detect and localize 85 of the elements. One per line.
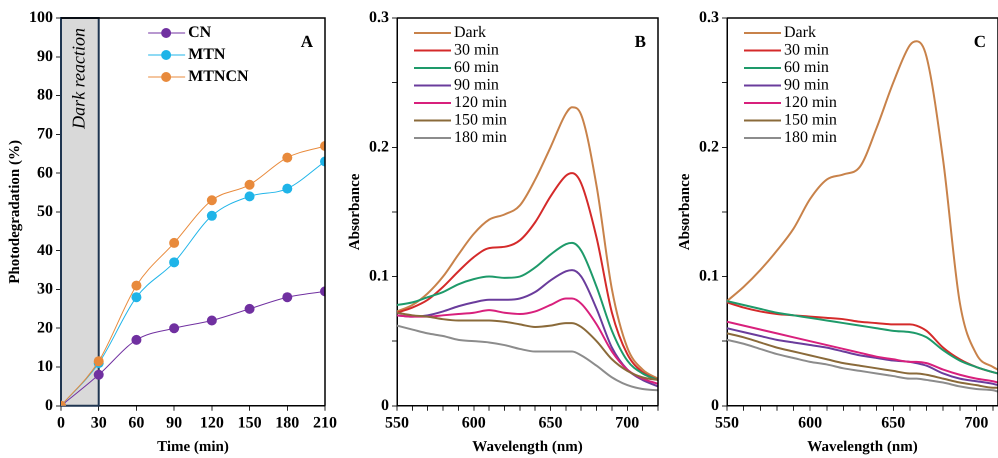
text: C: [974, 32, 986, 51]
point: [282, 152, 292, 163]
legend-label: 90 min: [454, 76, 499, 94]
legend-label: 30 min: [784, 42, 829, 59]
point: [131, 334, 142, 345]
line-series: [397, 312, 658, 381]
legend-label: CN: [188, 24, 212, 42]
line-series: [397, 298, 658, 385]
point: [244, 180, 255, 190]
point: [131, 292, 142, 302]
legend-label: Dark: [454, 24, 486, 42]
legend-label: MTN: [188, 46, 226, 64]
point: [131, 280, 142, 291]
x-tick-label: 700: [615, 414, 640, 432]
x-tick-label: 550: [385, 414, 409, 432]
y-tick-label: 0: [381, 396, 389, 414]
line-series: [727, 338, 998, 393]
legend-label: 120 min: [784, 94, 837, 112]
point: [244, 191, 255, 202]
y-tick-label: 40: [37, 242, 53, 259]
line-series: [397, 324, 658, 392]
x-axis-title: Wavelength (nm): [472, 438, 583, 455]
x-axis-title: Time (min): [157, 438, 229, 455]
line-series: [397, 106, 658, 380]
x-tick-label: 210: [313, 414, 337, 432]
y-tick-label: 20: [37, 319, 53, 336]
x-tick-label: 30: [90, 414, 107, 432]
point: [169, 323, 180, 334]
line-series: [397, 242, 658, 381]
y-tick-label: 30: [37, 280, 53, 298]
point: [169, 257, 180, 268]
point: [244, 304, 255, 314]
y-tick-label: 0: [45, 396, 53, 414]
y-tick-label: 0.3: [699, 9, 719, 26]
y-tick-label: 0.2: [369, 138, 389, 156]
y-tick-label: 0.1: [369, 268, 389, 285]
band-label: Dark reaction: [68, 28, 89, 130]
y-tick-label: 50: [37, 203, 53, 220]
line-series: [397, 172, 658, 381]
y-tick-label: 0.2: [699, 138, 719, 156]
x-tick-label: 600: [462, 414, 486, 432]
y-tick-label: 0: [711, 396, 719, 414]
x-tick-label: 90: [166, 414, 182, 432]
point: [94, 370, 104, 380]
x-tick-label: 120: [200, 414, 224, 432]
y-tick-label: 0.3: [369, 9, 389, 26]
legend-label: MTNCN: [188, 68, 250, 86]
y-tick-label: 0.1: [699, 268, 719, 285]
point: [282, 184, 292, 194]
legend-label: 60 min: [454, 59, 499, 76]
legend-label: 180 min: [784, 129, 837, 146]
x-tick-label: 700: [964, 414, 988, 432]
y-axis-title: Photodegradation (%): [6, 140, 23, 284]
y-tick-label: 80: [37, 86, 53, 104]
point: [169, 238, 180, 248]
legend-label: 120 min: [454, 94, 507, 112]
y-tick-label: 70: [37, 125, 53, 142]
legend-label: 180 min: [454, 129, 507, 146]
x-tick-label: 550: [715, 414, 739, 432]
legend-label: 60 min: [784, 59, 829, 76]
point: [206, 195, 217, 206]
text: B: [634, 32, 646, 51]
point: [282, 292, 292, 302]
y-tick-label: 10: [37, 358, 53, 376]
x-tick-label: 600: [798, 414, 822, 432]
legend-label: Dark: [784, 24, 816, 42]
y-axis-title: Absorbance: [346, 173, 363, 250]
legend-label: 150 min: [784, 112, 837, 129]
legend-label: 90 min: [784, 76, 829, 94]
y-tick-label: 90: [37, 48, 53, 65]
x-tick-label: 0: [57, 414, 65, 432]
x-axis-title: Wavelength (nm): [807, 438, 918, 455]
legend-label: 150 min: [454, 112, 507, 129]
x-tick-label: 150: [238, 414, 262, 432]
x-tick-label: 650: [538, 414, 563, 432]
legend-label: 30 min: [454, 42, 499, 59]
x-tick-label: 180: [275, 414, 300, 432]
x-tick-label: 60: [128, 414, 144, 432]
y-tick-label: 100: [29, 9, 53, 26]
point: [206, 315, 217, 326]
point: [206, 210, 217, 221]
y-axis-title: Absorbance: [676, 173, 693, 250]
y-tick-label: 60: [37, 164, 53, 182]
x-tick-label: 650: [881, 414, 906, 432]
text: A: [300, 32, 314, 51]
